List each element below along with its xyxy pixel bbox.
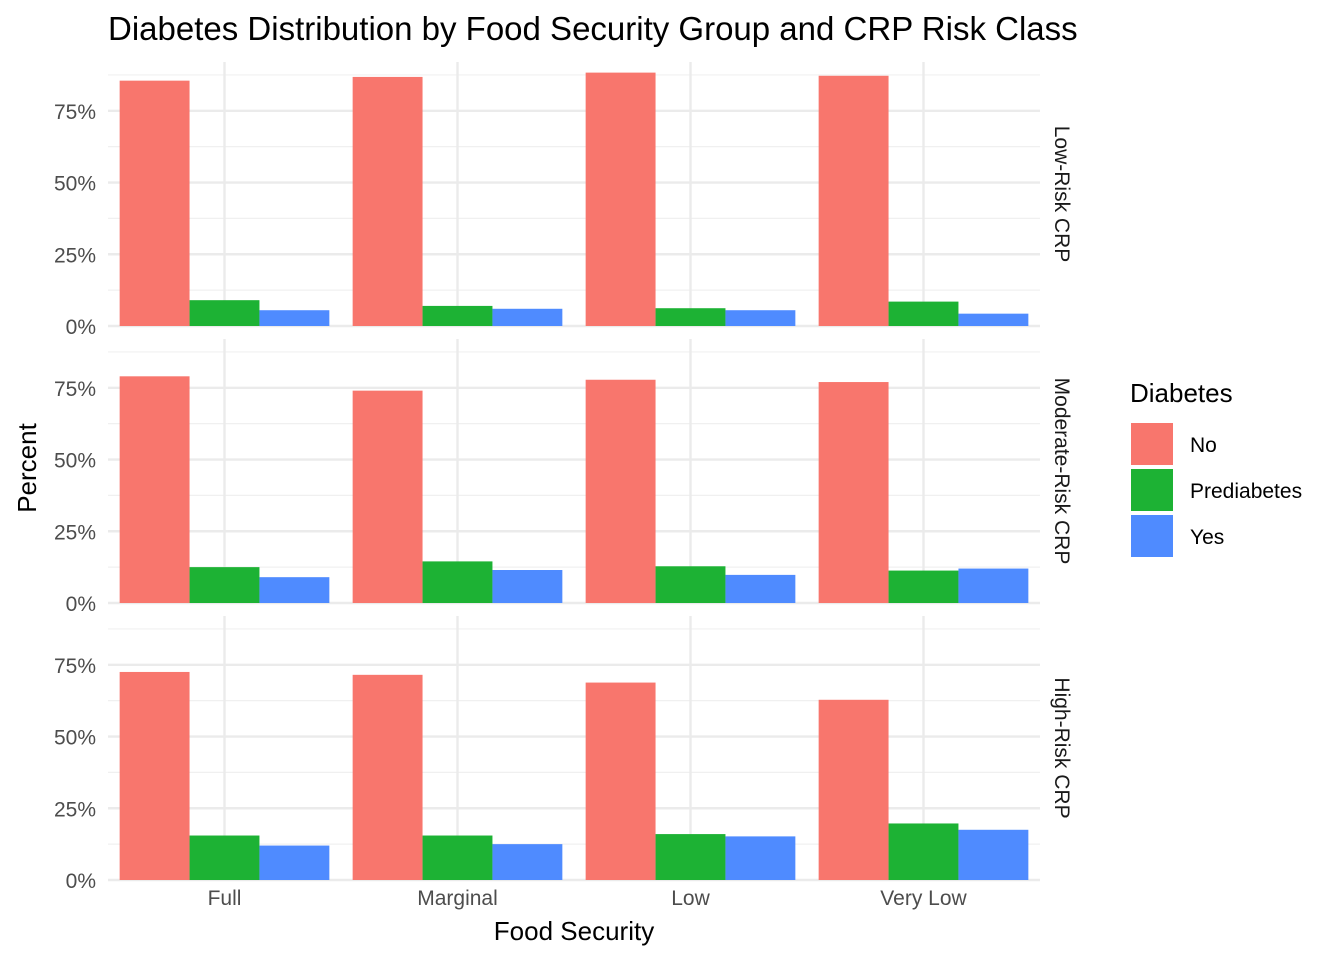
y-tick-label: 25% xyxy=(54,798,96,821)
legend-title: Diabetes xyxy=(1130,378,1233,408)
bar-no xyxy=(352,390,423,603)
chart-title: Diabetes Distribution by Food Security G… xyxy=(108,10,1078,47)
legend-key-prediabetes xyxy=(1131,469,1173,511)
facet-panels: 0% 25% 50% 75% Low-Risk CRP 0% 25% 50% 75% Modera… xyxy=(54,62,1073,893)
legend-key-yes xyxy=(1131,515,1173,557)
bar-yes xyxy=(725,310,796,326)
bar-prediabetes xyxy=(888,570,959,603)
bar-yes xyxy=(492,570,563,603)
bar-prediabetes xyxy=(422,561,493,603)
bar-prediabetes xyxy=(655,308,726,326)
y-tick-label: 50% xyxy=(54,173,96,196)
bar-no xyxy=(119,376,190,603)
y-tick-label: 50% xyxy=(54,727,96,750)
facet-strip-label: Low-Risk CRP xyxy=(1050,126,1073,263)
legend-label: Prediabetes xyxy=(1190,480,1302,503)
x-tick-label: Marginal xyxy=(417,887,498,910)
bar-prediabetes xyxy=(888,823,959,880)
legend-items: No Prediabetes Yes xyxy=(1131,423,1302,557)
x-tick-label: Very Low xyxy=(880,887,967,910)
bar-no xyxy=(119,80,190,326)
bar-yes xyxy=(259,310,330,326)
facet-panel: 0% 25% 50% 75% Low-Risk CRP xyxy=(54,62,1073,339)
x-tick-label: Full xyxy=(208,887,242,910)
bar-no xyxy=(818,382,889,603)
y-tick-label: 0% xyxy=(66,593,96,616)
bar-prediabetes xyxy=(888,301,959,326)
bar-no xyxy=(585,379,656,603)
bar-yes xyxy=(958,568,1029,603)
bar-no xyxy=(352,674,423,880)
y-tick-label: 25% xyxy=(54,521,96,544)
bar-prediabetes xyxy=(189,567,260,603)
bar-no xyxy=(818,699,889,880)
facet-panel: 0% 25% 50% 75% High-Risk CRP xyxy=(54,616,1073,893)
bar-prediabetes xyxy=(422,835,493,880)
facet-strip-label: Moderate-Risk CRP xyxy=(1050,378,1073,565)
bar-yes xyxy=(259,845,330,880)
bar-prediabetes xyxy=(655,566,726,603)
facet-panel: 0% 25% 50% 75% Moderate-Risk CRP xyxy=(54,339,1073,616)
y-tick-label: 0% xyxy=(66,870,96,893)
bar-yes xyxy=(725,574,796,603)
legend-label: Yes xyxy=(1190,526,1224,549)
y-tick-label: 75% xyxy=(54,655,96,678)
legend-key-no xyxy=(1131,423,1173,465)
bar-no xyxy=(119,671,190,880)
bar-yes xyxy=(958,829,1029,880)
y-axis-title: Percent xyxy=(12,422,42,512)
bar-no xyxy=(585,72,656,326)
y-tick-label: 0% xyxy=(66,316,96,339)
bar-yes xyxy=(492,308,563,326)
bar-no xyxy=(352,76,423,326)
bar-yes xyxy=(958,313,1029,326)
y-tick-label: 25% xyxy=(54,244,96,267)
y-tick-label: 75% xyxy=(54,101,96,124)
x-axis-title: Food Security xyxy=(494,916,654,946)
bar-prediabetes xyxy=(422,305,493,326)
bar-no xyxy=(585,682,656,880)
x-axis-tick-labels: Full Marginal Low Very Low xyxy=(208,887,968,910)
legend: Diabetes No Prediabetes Yes xyxy=(1130,378,1302,557)
bar-yes xyxy=(492,844,563,880)
facet-strip-label: High-Risk CRP xyxy=(1050,677,1073,818)
bar-yes xyxy=(259,577,330,603)
bar-no xyxy=(818,75,889,326)
bar-prediabetes xyxy=(189,835,260,880)
legend-label: No xyxy=(1190,434,1217,457)
y-tick-label: 50% xyxy=(54,450,96,473)
bar-prediabetes xyxy=(655,834,726,880)
y-tick-label: 75% xyxy=(54,378,96,401)
x-tick-label: Low xyxy=(671,887,710,910)
bar-yes xyxy=(725,836,796,880)
bar-prediabetes xyxy=(189,300,260,326)
